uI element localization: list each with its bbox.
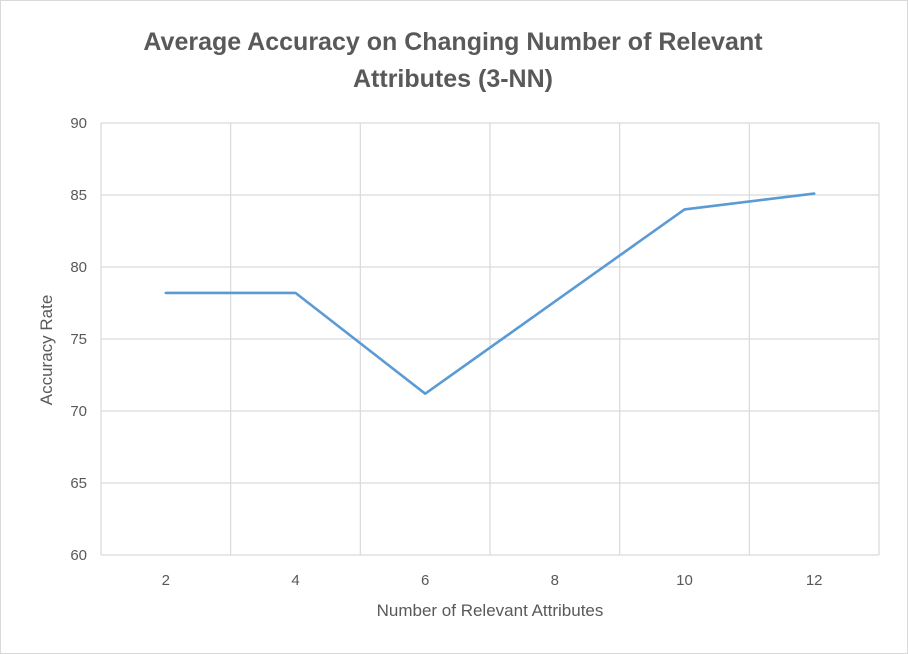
y-tick-label: 80 [70, 259, 87, 276]
y-tick-label: 70 [70, 403, 87, 420]
y-tick-label: 60 [70, 547, 87, 564]
y-axis-ticks: 60 65 70 75 80 85 90 [70, 115, 87, 564]
y-tick-label: 75 [70, 331, 87, 348]
x-tick-label: 2 [162, 572, 170, 589]
y-axis-title: Accuracy Rate [37, 295, 56, 406]
chart-title-line-2: Attributes (3-NN) [353, 65, 553, 93]
x-tick-label: 8 [551, 572, 559, 589]
series-layer [164, 192, 816, 396]
x-axis-ticks: 2 4 6 8 10 12 [162, 572, 823, 589]
chart-title-line-1: Average Accuracy on Changing Number of R… [143, 28, 763, 56]
x-tick-label: 10 [676, 572, 693, 589]
x-tick-label: 12 [806, 572, 823, 589]
x-axis-title: Number of Relevant Attributes [377, 601, 604, 620]
grid [100, 122, 880, 556]
y-tick-label: 90 [70, 115, 87, 132]
series-line-0 [164, 192, 816, 396]
x-tick-label: 4 [291, 572, 299, 589]
x-tick-label: 6 [421, 572, 429, 589]
y-tick-label: 85 [70, 187, 87, 204]
y-tick-label: 65 [70, 475, 87, 492]
